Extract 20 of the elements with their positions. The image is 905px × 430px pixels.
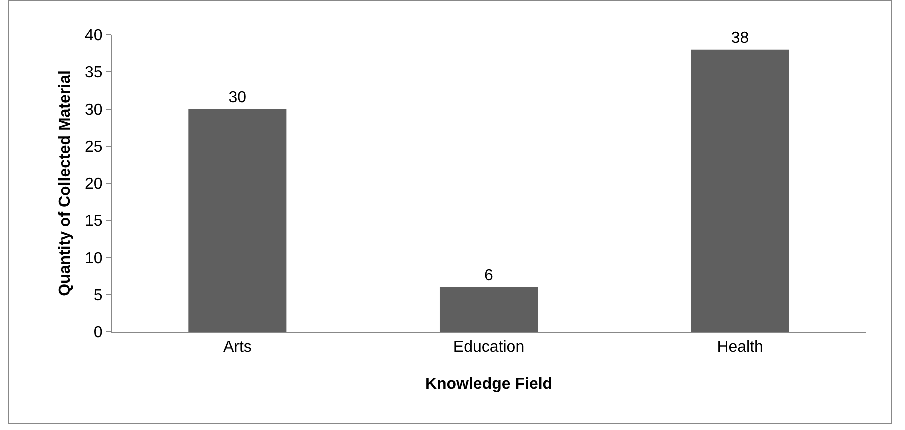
x-axis-title: Knowledge Field	[425, 376, 553, 393]
y-tick-label: 20	[85, 176, 103, 194]
y-tick-label: 5	[94, 287, 103, 304]
data-label: 6	[484, 267, 494, 284]
y-tick-label: 10	[85, 250, 103, 268]
x-tick-label: Arts	[223, 339, 252, 356]
y-axis-title: Quantity of Collected Material	[56, 70, 74, 296]
y-tick-label: 35	[85, 64, 103, 82]
data-label: 38	[731, 30, 750, 47]
x-tick-label: Education	[453, 339, 525, 356]
bar	[188, 109, 287, 332]
y-tick-label: 25	[85, 138, 103, 156]
bar	[440, 287, 538, 332]
y-tick-label: 15	[85, 213, 103, 230]
data-label: 30	[228, 89, 247, 106]
y-tick-label: 40	[85, 28, 103, 45]
y-tick-label: 0	[94, 324, 103, 342]
x-tick-label: Health	[717, 339, 764, 356]
y-tick-label: 30	[85, 102, 103, 119]
bar	[691, 50, 790, 332]
